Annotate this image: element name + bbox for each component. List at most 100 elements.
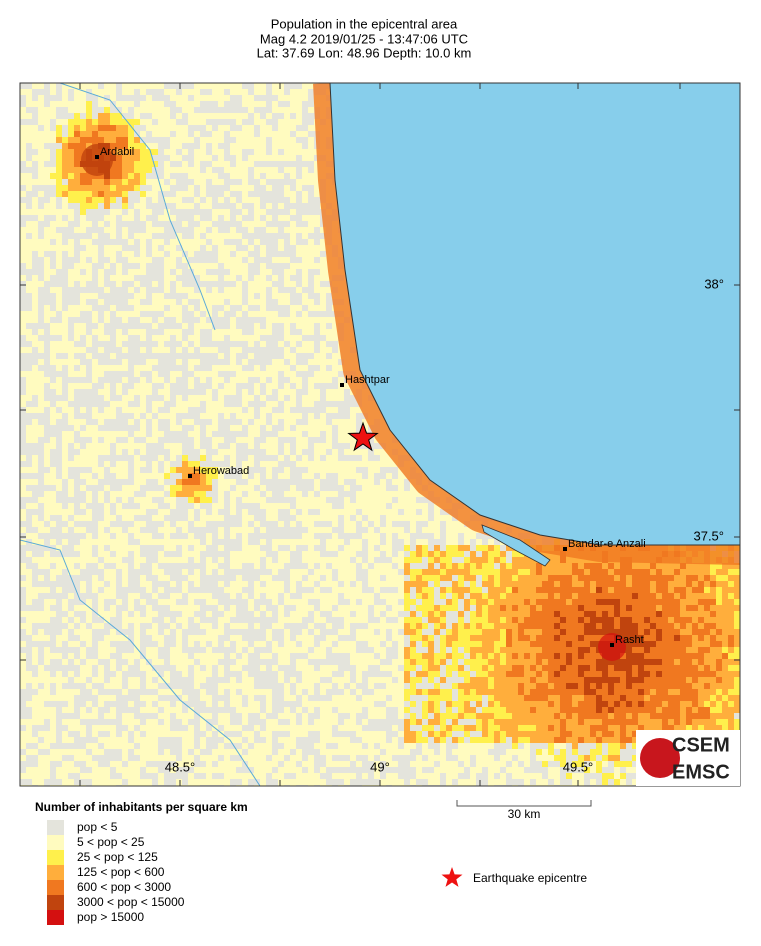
- pop-cell: [80, 311, 86, 317]
- pop-cell: [74, 245, 80, 251]
- pop-cell: [476, 599, 482, 605]
- pop-cell: [44, 293, 50, 299]
- pop-cell: [38, 569, 44, 575]
- pop-cell: [236, 419, 242, 425]
- pop-cell: [110, 263, 116, 269]
- pop-cell: [422, 683, 428, 689]
- pop-cell: [266, 497, 272, 503]
- pop-cell: [254, 251, 260, 257]
- pop-cell: [266, 431, 272, 437]
- pop-cell: [224, 149, 230, 155]
- pop-cell: [188, 671, 194, 677]
- pop-cell: [230, 617, 236, 623]
- pop-cell: [176, 299, 182, 305]
- pop-cell: [104, 275, 110, 281]
- subtitle: Lat: 37.69 Lon: 48.96 Depth: 10.0 km: [257, 45, 472, 60]
- pop-cell: [86, 317, 92, 323]
- pop-cell: [284, 581, 290, 587]
- pop-cell: [116, 107, 122, 113]
- pop-cell: [248, 203, 254, 209]
- pop-cell: [206, 587, 212, 593]
- pop-cell: [188, 695, 194, 701]
- pop-cell: [176, 671, 182, 677]
- pop-cell: [290, 629, 296, 635]
- pop-cell: [260, 563, 266, 569]
- pop-cell: [134, 221, 140, 227]
- pop-cell: [356, 509, 362, 515]
- pop-cell: [206, 725, 212, 731]
- pop-cell: [254, 629, 260, 635]
- pop-cell: [104, 665, 110, 671]
- pop-cell: [374, 479, 380, 485]
- pop-cell: [50, 587, 56, 593]
- pop-cell: [458, 707, 464, 713]
- pop-cell: [242, 203, 248, 209]
- pop-cell: [212, 761, 218, 767]
- pop-cell: [320, 677, 326, 683]
- pop-cell: [482, 671, 488, 677]
- pop-cell: [218, 563, 224, 569]
- pop-cell: [338, 731, 344, 737]
- pop-cell: [182, 263, 188, 269]
- pop-cell: [494, 743, 500, 749]
- pop-cell: [464, 617, 470, 623]
- pop-cell: [494, 623, 500, 629]
- pop-cell: [398, 737, 404, 743]
- pop-cell: [86, 503, 92, 509]
- pop-cell: [482, 773, 488, 779]
- pop-cell: [98, 215, 104, 221]
- pop-cell: [134, 695, 140, 701]
- pop-cell: [110, 131, 116, 137]
- pop-cell: [80, 269, 86, 275]
- pop-cell: [278, 185, 284, 191]
- pop-cell: [422, 695, 428, 701]
- pop-cell: [434, 581, 440, 587]
- pop-cell: [164, 305, 170, 311]
- pop-cell: [278, 443, 284, 449]
- pop-cell: [404, 779, 410, 785]
- pop-cell: [284, 485, 290, 491]
- pop-cell: [236, 617, 242, 623]
- pop-cell: [344, 599, 350, 605]
- pop-cell: [320, 695, 326, 701]
- pop-cell: [146, 479, 152, 485]
- pop-cell: [182, 275, 188, 281]
- pop-cell: [92, 593, 98, 599]
- pop-cell: [248, 713, 254, 719]
- pop-cell: [242, 665, 248, 671]
- pop-cell: [80, 359, 86, 365]
- pop-cell: [302, 377, 308, 383]
- pop-cell: [98, 635, 104, 641]
- pop-cell: [68, 581, 74, 587]
- pop-cell: [266, 665, 272, 671]
- pop-cell: [332, 743, 338, 749]
- pop-cell: [26, 341, 32, 347]
- pop-cell: [470, 611, 476, 617]
- pop-cell: [296, 389, 302, 395]
- pop-cell: [476, 707, 482, 713]
- pop-cell: [194, 755, 200, 761]
- pop-cell: [176, 497, 182, 503]
- pop-cell: [158, 647, 164, 653]
- pop-cell: [248, 275, 254, 281]
- pop-cell: [134, 251, 140, 257]
- pop-cell: [50, 191, 56, 197]
- pop-cell: [302, 575, 308, 581]
- pop-cell: [146, 197, 152, 203]
- pop-cell: [26, 713, 32, 719]
- pop-cell: [416, 695, 422, 701]
- pop-cell: [242, 257, 248, 263]
- pop-cell: [122, 371, 128, 377]
- pop-cell: [344, 731, 350, 737]
- pop-cell: [170, 569, 176, 575]
- pop-cell: [20, 431, 26, 437]
- pop-cell: [266, 287, 272, 293]
- pop-cell: [452, 647, 458, 653]
- pop-cell: [62, 413, 68, 419]
- pop-cell: [116, 521, 122, 527]
- pop-cell: [296, 533, 302, 539]
- pop-cell: [104, 677, 110, 683]
- pop-cell: [272, 395, 278, 401]
- pop-cell: [422, 587, 428, 593]
- pop-cell: [176, 383, 182, 389]
